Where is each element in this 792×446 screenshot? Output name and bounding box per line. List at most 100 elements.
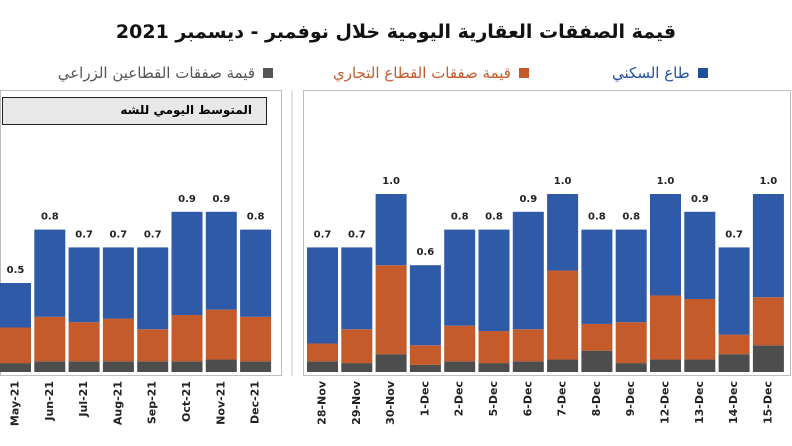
monthly-x-tick-label: Jun-21 [43,381,56,422]
daily-bar-commercial [718,334,750,355]
monthly-total-label: 0.7 [110,229,128,240]
daily-total-label: 0.8 [588,212,606,223]
daily-bar-residential [375,194,407,266]
daily-x-tick-label: 1-Dec [418,381,431,416]
daily-bar-commercial [409,345,441,365]
monthly-bar-residential [205,211,237,310]
monthly-x-tick-label: Oct-21 [180,381,193,422]
monthly-bar-commercial [102,318,134,362]
monthly-bar-agricultural [240,361,272,372]
daily-bar-agricultural [478,363,510,372]
daily-total-label: 0.8 [485,212,503,223]
daily-bar-residential [684,211,716,300]
monthly-bar-residential [240,229,272,317]
legend-label-agricultural: قيمة صفقات القطاعين الزراعي [57,64,255,82]
daily-x-tick-label: 15-Dec [761,381,774,424]
daily-bar-agricultural [752,345,784,372]
daily-x-tick-label: 29-Nov [350,380,363,425]
daily-bar-commercial [341,329,373,364]
daily-bar-residential [547,194,579,271]
daily-total-label: 0.9 [519,194,537,205]
monthly-average-label-box: المتوسط اليومي للشه [2,97,267,125]
daily-bar-residential [478,229,510,332]
daily-total-label: 0.7 [725,229,743,240]
daily-bar-commercial [650,295,681,360]
daily-bar-agricultural [307,361,338,372]
daily-bar-agricultural [615,363,647,372]
daily-bar-residential [341,247,373,330]
daily-bar-commercial [307,343,338,362]
monthly-bar-commercial [137,329,169,362]
monthly-total-label: 0.7 [75,229,93,240]
daily-bar-commercial [752,297,784,346]
daily-bar-agricultural [684,359,716,372]
monthly-bar-commercial [205,309,237,360]
monthly-total-label: 0.8 [41,212,59,223]
daily-bar-agricultural [718,354,750,372]
legend-swatch-residential [697,68,708,78]
daily-bar-commercial [478,331,510,364]
monthly-bar-residential [171,211,203,316]
daily-bar-agricultural [375,354,407,372]
daily-x-tick-label: 13-Dec [693,381,706,424]
monthly-bar-residential [102,247,134,319]
daily-bar-commercial [444,325,476,362]
monthly-bar-residential [34,229,66,317]
daily-total-label: 0.8 [622,212,640,223]
daily-total-label: 1.0 [657,176,675,187]
monthly-x-tick-label: Dec-21 [249,381,262,424]
daily-bar-residential [581,229,613,324]
legend-label-residential: طاع السكني [612,64,690,82]
daily-bar-agricultural [581,350,613,372]
legend-item-residential: طاع السكني [612,62,708,84]
daily-bar-residential [615,229,647,323]
daily-panel-frame [303,90,791,376]
daily-bar-agricultural [341,363,373,372]
legend-swatch-agricultural [263,68,273,78]
daily-bar-agricultural [512,361,544,372]
monthly-bar-agricultural [205,359,237,372]
monthly-x-tick-label: Nov-21 [214,381,227,425]
daily-x-tick-label: 7-Dec [556,381,569,416]
monthly-x-tick-label: Jul-21 [77,381,90,418]
monthly-bar-agricultural [137,361,169,372]
daily-bar-agricultural [650,359,681,372]
daily-bar-agricultural [444,361,476,372]
daily-total-label: 0.6 [417,247,435,258]
daily-x-tick-label: 14-Dec [727,381,740,424]
daily-x-tick-label: 30-Nov [384,380,397,425]
daily-x-tick-label: 6-Dec [521,381,534,416]
monthly-total-label: 0.9 [212,194,230,205]
daily-total-label: 0.7 [314,229,332,240]
daily-bar-residential [752,194,784,298]
monthly-total-label: 0.9 [178,194,196,205]
daily-bar-agricultural [409,364,441,372]
daily-bar-commercial [615,322,647,364]
daily-bar-residential [409,265,441,346]
daily-x-tick-label: 28-Nov [316,380,329,425]
monthly-bar-agricultural [34,361,66,372]
monthly-bar-commercial [240,316,272,362]
daily-total-label: 0.9 [691,194,709,205]
monthly-bar-residential [137,247,169,330]
daily-x-tick-label: 5-Dec [487,381,500,416]
daily-bar-residential [307,247,338,344]
legend-label-commercial: قيمة صفقات القطاع التجاري [333,64,511,82]
daily-total-label: 1.0 [382,176,400,187]
daily-x-tick-label: 12-Dec [659,381,672,424]
daily-bar-commercial [684,299,716,360]
daily-bar-commercial [375,265,407,355]
monthly-x-tick-label: Aug-21 [111,381,124,425]
daily-bar-residential [650,194,681,296]
monthly-x-tick-label: Sep-21 [146,381,159,424]
daily-bar-residential [718,247,750,335]
daily-bar-commercial [512,329,544,362]
daily-total-label: 1.0 [760,176,778,187]
monthly-total-label: 0.8 [247,212,265,223]
monthly-bar-agricultural [0,363,31,372]
daily-x-tick-label: 9-Dec [624,381,637,416]
daily-x-tick-label: 2-Dec [453,381,466,416]
monthly-bar-agricultural [68,361,100,372]
monthly-total-label: 0.5 [7,265,25,276]
